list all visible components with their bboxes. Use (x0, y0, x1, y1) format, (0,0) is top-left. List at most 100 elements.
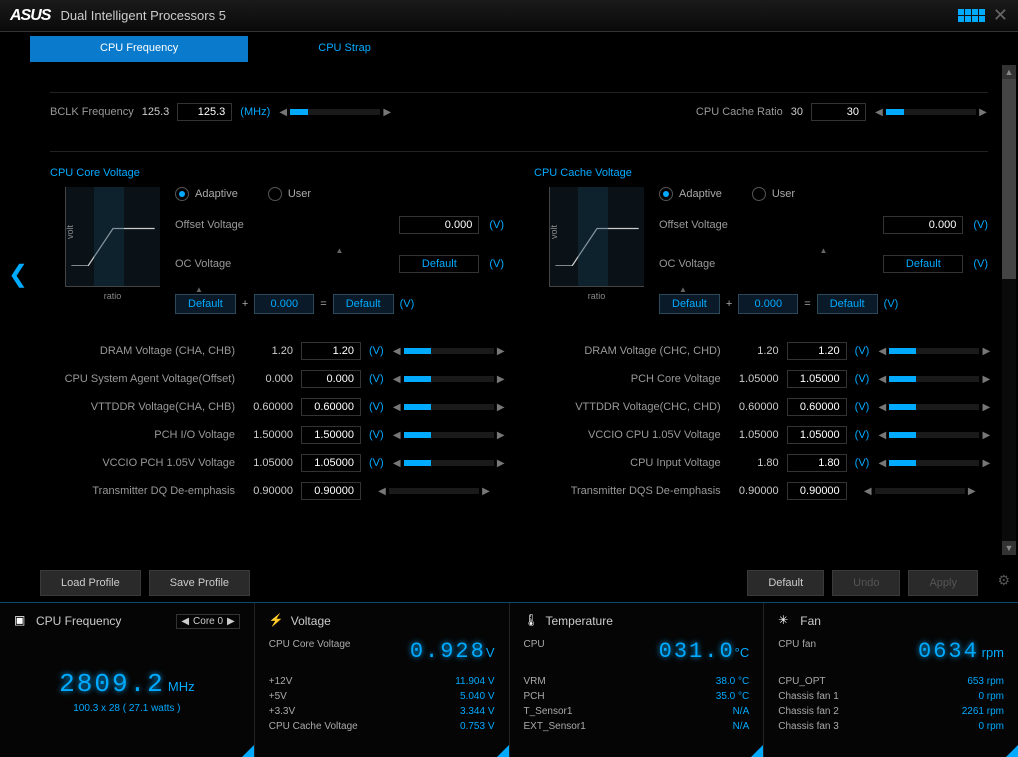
formula-a[interactable]: Default (175, 294, 236, 314)
slider-right-icon[interactable]: ▶ (981, 402, 991, 413)
voltage-slider[interactable]: ◀ ▶ (392, 374, 506, 385)
scroll-down-icon[interactable]: ▼ (1002, 541, 1016, 555)
slider-left-icon[interactable]: ◀ (877, 430, 887, 441)
voltage-slider[interactable]: ◀ ▶ (877, 374, 991, 385)
slider-left-icon[interactable]: ◀ (877, 458, 887, 469)
slider-right-icon[interactable]: ▶ (496, 374, 506, 385)
tab-cpu-strap[interactable]: CPU Strap (248, 36, 441, 62)
main-content: BCLK Frequency 125.3 (MHz) ◀ ▶ CPU Cache… (0, 62, 1018, 564)
slider-left-icon[interactable]: ◀ (392, 346, 402, 357)
formula-a[interactable]: Default (659, 294, 720, 314)
slider-left-icon[interactable]: ◀ (392, 374, 402, 385)
voltage-input[interactable] (301, 454, 361, 472)
close-icon[interactable]: ✕ (993, 5, 1008, 26)
cache-offset-input[interactable] (883, 216, 963, 234)
cache-user-radio[interactable]: User (752, 187, 795, 201)
slider-left-icon[interactable]: ◀ (392, 458, 402, 469)
voltage-slider[interactable]: ◀ ▶ (392, 402, 506, 413)
voltage-slider[interactable]: ◀ ▶ (877, 346, 991, 357)
slider-left-icon[interactable]: ◀ (877, 374, 887, 385)
voltage-input[interactable] (301, 342, 361, 360)
voltage-input[interactable] (787, 342, 847, 360)
formula-b[interactable]: 0.000 (254, 294, 314, 314)
voltage-slider[interactable]: ◀ ▶ (392, 430, 506, 441)
voltage-slider[interactable]: ◀ ▶ (392, 458, 506, 469)
expand-icon[interactable] (1006, 745, 1018, 757)
voltage-row: PCH I/O Voltage 1.50000 (V) ◀ ▶ (50, 426, 506, 444)
scrollbar[interactable]: ▲ ▼ (1002, 65, 1016, 555)
voltage-input[interactable] (787, 370, 847, 388)
core-next-icon[interactable]: ▶ (227, 616, 235, 627)
voltage-input[interactable] (787, 426, 847, 444)
voltage-input[interactable] (787, 398, 847, 416)
load-profile-button[interactable]: Load Profile (40, 570, 141, 596)
slider-left-icon[interactable]: ◀ (377, 486, 387, 497)
formula-c[interactable]: Default (817, 294, 878, 314)
expand-icon[interactable] (751, 745, 763, 757)
core-prev-icon[interactable]: ◀ (181, 616, 189, 627)
slider-right-icon[interactable]: ▶ (981, 346, 991, 357)
titlebar: ASUS Dual Intelligent Processors 5 ✕ (0, 0, 1018, 32)
slider-right-icon[interactable]: ▶ (496, 430, 506, 441)
slider-left-icon[interactable]: ◀ (863, 486, 873, 497)
voltage-input[interactable] (301, 482, 361, 500)
slider-right-icon[interactable]: ▶ (382, 107, 392, 118)
save-profile-button[interactable]: Save Profile (149, 570, 250, 596)
slider-left-icon[interactable]: ◀ (874, 107, 884, 118)
slider-left-icon[interactable]: ◀ (392, 402, 402, 413)
core-offset-input[interactable] (399, 216, 479, 234)
slider-left-icon[interactable]: ◀ (877, 346, 887, 357)
default-button[interactable]: Default (747, 570, 824, 596)
slider-left-icon[interactable]: ◀ (877, 402, 887, 413)
voltage-slider[interactable]: ◀ ▶ (377, 486, 491, 497)
settings-gear-icon[interactable]: ⚙ (997, 572, 1010, 589)
voltage-input[interactable] (787, 482, 847, 500)
expand-icon[interactable] (497, 745, 509, 757)
expand-icon[interactable] (242, 745, 254, 757)
slider-right-icon[interactable]: ▶ (496, 458, 506, 469)
voltage-input[interactable] (301, 398, 361, 416)
status-row: +12V11.904 V (269, 676, 495, 687)
voltage-slider[interactable]: ◀ ▶ (877, 402, 991, 413)
formula-c[interactable]: Default (333, 294, 394, 314)
slider-left-icon[interactable]: ◀ (278, 107, 288, 118)
core-user-radio[interactable]: User (268, 187, 311, 201)
slider-right-icon[interactable]: ▶ (496, 402, 506, 413)
bclk-slider[interactable]: ◀ ▶ (278, 107, 392, 118)
scroll-thumb[interactable] (1002, 79, 1016, 279)
voltage-row: VCCIO PCH 1.05V Voltage 1.05000 (V) ◀ ▶ (50, 454, 506, 472)
voltage-row: CPU System Agent Voltage(Offset) 0.000 (… (50, 370, 506, 388)
apply-button[interactable]: Apply (908, 570, 978, 596)
slider-left-icon[interactable]: ◀ (392, 430, 402, 441)
cache-ratio-slider[interactable]: ◀ ▶ (874, 107, 988, 118)
cache-ratio-input[interactable] (811, 103, 866, 121)
freq-value: 2809.2 (59, 669, 165, 699)
voltage-slider[interactable]: ◀ ▶ (863, 486, 977, 497)
layout-grid-icon[interactable] (958, 9, 985, 22)
core-voltage-graph: volt ratio (50, 187, 160, 322)
slider-right-icon[interactable]: ▶ (496, 346, 506, 357)
slider-right-icon[interactable]: ▶ (481, 486, 491, 497)
core-adaptive-radio[interactable]: Adaptive (175, 187, 238, 201)
slider-right-icon[interactable]: ▶ (967, 486, 977, 497)
voltage-input[interactable] (787, 454, 847, 472)
slider-right-icon[interactable]: ▶ (981, 374, 991, 385)
slider-right-icon[interactable]: ▶ (981, 458, 991, 469)
formula-b[interactable]: 0.000 (738, 294, 798, 314)
slider-right-icon[interactable]: ▶ (978, 107, 988, 118)
cache-adaptive-radio[interactable]: Adaptive (659, 187, 722, 201)
scroll-up-icon[interactable]: ▲ (1002, 65, 1016, 79)
core-oc-default[interactable]: Default (399, 255, 479, 273)
voltage-input[interactable] (301, 370, 361, 388)
status-row: Chassis fan 22261 rpm (778, 706, 1004, 717)
bclk-input[interactable] (177, 103, 232, 121)
slider-right-icon[interactable]: ▶ (981, 430, 991, 441)
undo-button[interactable]: Undo (832, 570, 900, 596)
cache-oc-default[interactable]: Default (883, 255, 963, 273)
tab-cpu-frequency[interactable]: CPU Frequency (30, 36, 248, 62)
voltage-slider[interactable]: ◀ ▶ (877, 430, 991, 441)
voltage-slider[interactable]: ◀ ▶ (392, 346, 506, 357)
voltage-input[interactable] (301, 426, 361, 444)
voltage-slider[interactable]: ◀ ▶ (877, 458, 991, 469)
core-selector[interactable]: ◀ Core 0 ▶ (176, 614, 239, 629)
